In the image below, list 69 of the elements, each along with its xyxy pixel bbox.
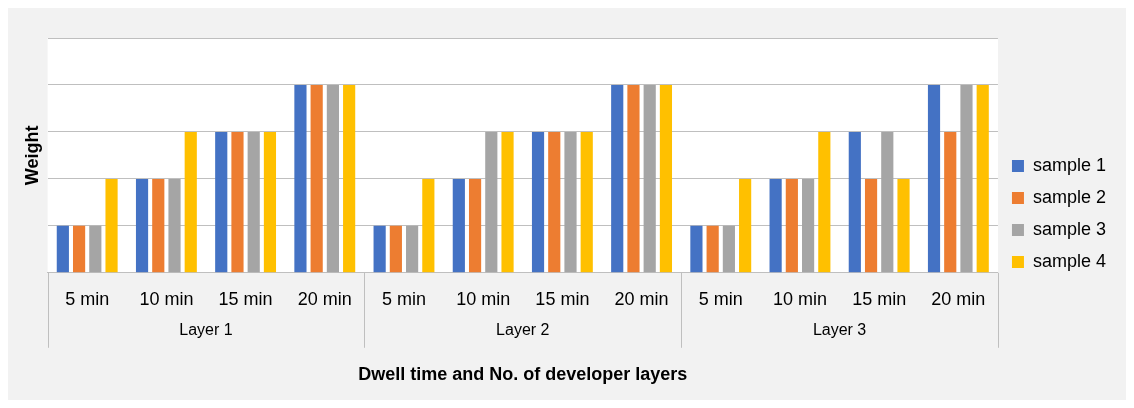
bar: [263, 131, 277, 273]
x-tick-label: 10 min: [772, 288, 827, 309]
legend-label: sample 3: [1032, 218, 1107, 239]
bar: [611, 84, 624, 273]
text: Layer 2: [496, 321, 550, 339]
bar: [818, 131, 831, 273]
x-tick-label: 15 min: [535, 288, 590, 309]
bar: [343, 84, 356, 273]
text: Layer 1: [179, 321, 233, 339]
bar: [864, 178, 878, 273]
x-tick-label: 5 min: [65, 288, 110, 309]
bar: [105, 178, 118, 273]
bar: [785, 178, 798, 273]
x-tick-label: 5 min: [698, 288, 743, 309]
bar: [881, 131, 894, 273]
bar: [802, 178, 815, 273]
bar: [531, 131, 545, 273]
x-axis-title: Dwell time and No. of developer layers: [358, 364, 688, 385]
bar: [56, 225, 69, 273]
bar: [548, 131, 561, 273]
bar: [294, 84, 307, 273]
bar: [485, 131, 498, 273]
x-tick-label: 15 min: [852, 288, 907, 309]
x-tick-label: 10 min: [456, 288, 511, 309]
bar: [769, 178, 782, 273]
bar: [897, 178, 910, 273]
legend-label: sample 4: [1032, 250, 1107, 271]
legend-label: sample 2: [1032, 186, 1107, 207]
bar: [231, 131, 244, 273]
bar: [564, 131, 577, 273]
bar: [690, 225, 703, 273]
bar: [389, 225, 402, 273]
x-tick-label: 20 min: [297, 288, 352, 309]
bar: [659, 84, 673, 273]
bar: [135, 178, 149, 273]
legend-label: sample 1: [1032, 154, 1107, 175]
bar: [215, 131, 228, 273]
text: Layer 3: [812, 321, 867, 339]
y-axis-title: Weight: [21, 125, 42, 186]
x-tick-label: 20 min: [931, 288, 986, 309]
bar: [468, 178, 482, 273]
x-tick-label: 20 min: [614, 288, 669, 309]
bar: [643, 84, 656, 273]
bar: [152, 178, 165, 273]
bar: [89, 225, 102, 273]
bar: [739, 178, 752, 273]
bar: [501, 131, 514, 273]
bar: [976, 84, 989, 273]
x-tick-label: 10 min: [139, 288, 194, 309]
bar: [406, 225, 419, 273]
bar: [452, 178, 465, 273]
bar: [168, 178, 181, 273]
bar: [960, 84, 973, 273]
bar: [927, 84, 941, 273]
bar: [848, 131, 861, 273]
bar: [310, 84, 323, 273]
bar: [72, 225, 86, 273]
bar: [627, 84, 640, 273]
bar: [326, 84, 339, 273]
bar: [247, 131, 260, 273]
bar: [422, 178, 435, 273]
bar: [373, 225, 386, 273]
bar: [184, 131, 197, 273]
bar: [706, 225, 719, 273]
bar: [944, 131, 957, 273]
bar: [722, 225, 735, 273]
x-tick-label: 5 min: [381, 288, 426, 309]
x-tick-label: 15 min: [218, 288, 273, 309]
bar: [580, 131, 593, 273]
